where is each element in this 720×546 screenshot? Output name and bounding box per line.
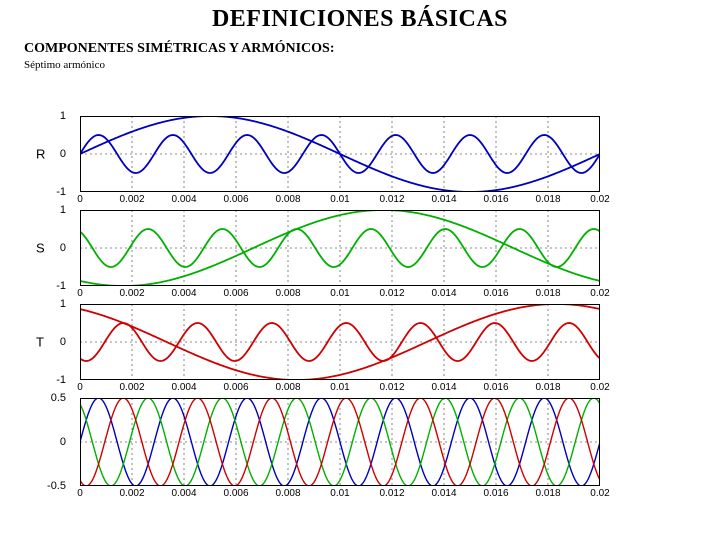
charts-container: R-10100.0020.0040.0060.0080.010.0120.014… [80,116,640,504]
xtick: 0.016 [483,488,508,499]
xtick: 0.01 [330,194,349,205]
xtick: 0.012 [379,194,404,205]
xtick: 0.006 [223,488,248,499]
ytick: 1 [60,298,66,310]
ytick: -1 [56,280,66,292]
ytick: -1 [56,374,66,386]
xtick: 0.016 [483,194,508,205]
xtick: 0.008 [275,194,300,205]
xtick: 0.002 [119,288,144,299]
xtick: 0.014 [431,194,456,205]
xtick: 0.004 [171,288,196,299]
xtick: 0.02 [590,288,609,299]
xtick: 0.008 [275,288,300,299]
panel-plot-T [80,304,600,380]
xtick: 0.012 [379,488,404,499]
xtick: 0.018 [535,194,560,205]
ytick: -0.5 [47,480,66,492]
ytick: 1 [60,110,66,122]
page: DEFINICIONES BÁSICAS COMPONENTES SIMÉTRI… [0,6,720,546]
xtick: 0.012 [379,382,404,393]
xtick: 0 [77,288,83,299]
ytick: 0 [60,336,66,348]
xtick: 0.008 [275,488,300,499]
xticks: 0 0.002 0.004 0.006 0.008 0.01 0.012 0.014 0.016… [80,288,600,300]
xtick: 0.014 [431,382,456,393]
panel-plot-S [80,210,600,286]
ytick: 0 [60,436,66,448]
ytick: 1 [60,204,66,216]
xtick: 0.006 [223,288,248,299]
xtick: 0.012 [379,288,404,299]
xtick: 0.01 [330,382,349,393]
xtick: 0.004 [171,194,196,205]
xtick: 0.014 [431,288,456,299]
xtick: 0.02 [590,382,609,393]
xticks: 0 0.002 0.004 0.006 0.008 0.01 0.012 0.014 0.016… [80,382,600,394]
ytick: 0 [60,148,66,160]
xtick: 0.014 [431,488,456,499]
xtick: 0.02 [590,194,609,205]
xtick: 0.004 [171,488,196,499]
xticks: 0 0.002 0.004 0.006 0.008 0.01 0.012 0.014 0.016… [80,194,600,206]
xtick: 0.002 [119,194,144,205]
panel-S: S-10100.0020.0040.0060.0080.010.0120.014… [80,210,600,286]
ytick: -1 [56,186,66,198]
panel-T: T-10100.0020.0040.0060.0080.010.0120.014… [80,304,600,380]
xtick: 0.02 [590,488,609,499]
ytick: 0 [60,242,66,254]
panel-plot-sum [80,398,600,486]
xtick: 0.004 [171,382,196,393]
xtick: 0 [77,488,83,499]
xtick: 0.002 [119,488,144,499]
xtick: 0 [77,382,83,393]
xtick: 0.016 [483,382,508,393]
xtick: 0.016 [483,288,508,299]
panel-sum: -0.500.500.0020.0040.0060.0080.010.0120.… [80,398,600,486]
xtick: 0.008 [275,382,300,393]
page-subtitle: COMPONENTES SIMÉTRICAS Y ARMÓNICOS: [24,41,720,57]
xtick: 0 [77,194,83,205]
panel-ylabel-S: S [36,241,45,256]
xtick: 0.018 [535,288,560,299]
xticks: 0 0.002 0.004 0.006 0.008 0.01 0.012 0.014 0.016… [80,488,600,500]
xtick: 0.002 [119,382,144,393]
xtick: 0.01 [330,288,349,299]
xtick: 0.006 [223,194,248,205]
xtick: 0.018 [535,488,560,499]
panel-ylabel-R: R [36,147,45,162]
page-title: DEFINICIONES BÁSICAS [0,6,720,33]
xtick: 0.006 [223,382,248,393]
xtick: 0.018 [535,382,560,393]
panel-ylabel-T: T [36,335,44,350]
panel-plot-R [80,116,600,192]
ytick: 0.5 [51,392,66,404]
panel-R: R-10100.0020.0040.0060.0080.010.0120.014… [80,116,600,192]
page-subtext: Séptimo armónico [24,59,720,71]
xtick: 0.01 [330,488,349,499]
